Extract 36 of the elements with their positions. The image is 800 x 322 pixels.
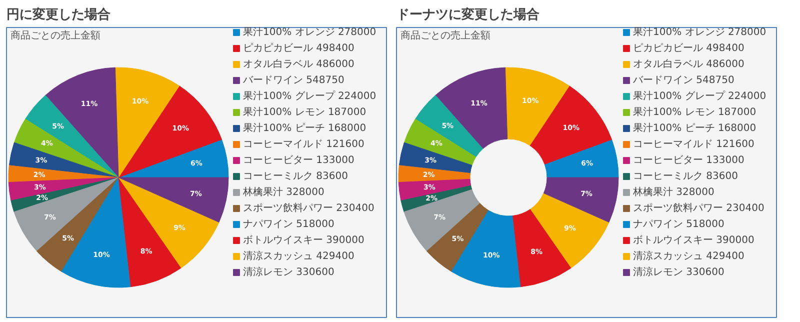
legend-label: ナパワイン 518000 (243, 218, 334, 231)
legend-label: オタル白ラベル 486000 (243, 58, 354, 71)
legend-label: 果汁100% グレープ 224000 (633, 90, 766, 103)
legend-label: スポーツ飲料パワー 230400 (633, 202, 764, 215)
legend-label: 果汁100% ピーチ 168000 (633, 122, 756, 135)
legend-label: 清涼レモン 330600 (633, 266, 724, 279)
legend-label: ボトルウイスキー 390000 (243, 234, 364, 247)
legend-label: 果汁100% オレンジ 278000 (633, 26, 766, 39)
legend-label: 林檎果汁 328000 (633, 186, 714, 199)
legend-label: コーヒーミルク 83600 (243, 170, 348, 183)
legend-label: コーヒーマイルド 121600 (243, 138, 364, 151)
legend-label: 果汁100% レモン 187000 (243, 106, 366, 119)
legend-label: 清涼レモン 330600 (243, 266, 334, 279)
legend-label: コーヒーマイルド 121600 (633, 138, 754, 151)
chart-subtitle: 商品ごとの売上金額 (400, 30, 490, 42)
legend-label: 果汁100% ピーチ 168000 (243, 122, 366, 135)
legend-label: バードワイン 548750 (243, 74, 344, 87)
chart-subtitle: 商品ごとの売上金額 (10, 30, 100, 42)
legend-label: 林檎果汁 328000 (243, 186, 324, 199)
legend-label: バードワイン 548750 (633, 74, 734, 87)
legend-label: ピカピカビール 498400 (633, 42, 744, 55)
legend-label: オタル白ラベル 486000 (633, 58, 744, 71)
legend-label: コーヒービター 133000 (243, 154, 354, 167)
legend-label: 果汁100% グレープ 224000 (243, 90, 376, 103)
legend-label: スポーツ飲料パワー 230400 (243, 202, 374, 215)
chart-title: ドーナツに変更した場合 (396, 6, 540, 22)
legend-label: コーヒービター 133000 (633, 154, 744, 167)
legend-label: 果汁100% オレンジ 278000 (243, 26, 376, 39)
chart-title: 円に変更した場合 (6, 6, 110, 22)
legend-label: 清涼スカッシュ 429400 (243, 250, 354, 263)
legend-label: ピカピカビール 498400 (243, 42, 354, 55)
legend-label: コーヒーミルク 83600 (633, 170, 738, 183)
legend-label: 果汁100% レモン 187000 (633, 106, 756, 119)
legend-label: ナパワイン 518000 (633, 218, 724, 231)
legend-label: ボトルウイスキー 390000 (633, 234, 754, 247)
legend-label: 清涼スカッシュ 429400 (633, 250, 744, 263)
